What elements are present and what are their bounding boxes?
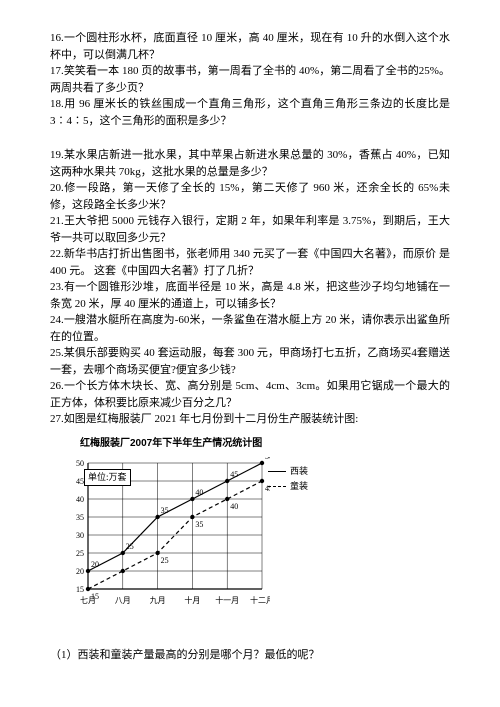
svg-text:20: 20	[76, 567, 84, 576]
svg-text:25: 25	[126, 542, 134, 551]
legend-row-series2: 童装	[268, 480, 308, 494]
sub-question-1: （1）西装和童装产量最高的分别是哪个月？最低的呢？	[50, 647, 450, 664]
svg-text:15: 15	[76, 585, 84, 594]
svg-text:35: 35	[161, 506, 169, 515]
svg-text:九月: 九月	[150, 596, 166, 605]
svg-text:40: 40	[195, 488, 203, 497]
question-16: 16.一个圆柱形水杯，底面直径 10 厘米，高 40 厘米，现在有 10 升的水…	[50, 30, 450, 63]
question-22: 22.新华书店打折出售图书，张老师用 340 元买了一套《中国四大名著》，而原价…	[50, 246, 450, 279]
question-21: 21.王大爷把 5000 元钱存入银行，定期 2 年，如果年利率是 3.75%，…	[50, 213, 450, 246]
svg-text:35: 35	[76, 513, 84, 522]
question-27: 27.如图是红梅服装厂 2021 年七月份到十二月份生产服装统计图:	[50, 411, 450, 428]
chart-area: 单位:万套 西装 童装 1520253035404550七月八月九月十月十一月十…	[60, 457, 290, 617]
svg-text:25: 25	[161, 556, 169, 565]
question-18: 18.用 96 厘米长的铁丝围成一个直角三角形，这个直角三角形三条边的长度比是 …	[50, 96, 450, 129]
chart-container: 红梅服装厂2007年下半年生产情况统计图 单位:万套 西装 童装 15 20 25 3…	[60, 436, 450, 617]
question-26: 26.一个长方体木块长、宽、高分别是 5cm、4cm、3cm。如果用它锯成一个最…	[50, 378, 450, 411]
question-17: 17.笑笑看一本 180 页的故事书，第一周看了全书的 40%，第二周看了全书的…	[50, 63, 450, 96]
svg-text:25: 25	[76, 549, 84, 558]
svg-text:45: 45	[230, 470, 238, 479]
chart-title: 红梅服装厂2007年下半年生产情况统计图	[80, 436, 450, 451]
svg-text:八月: 八月	[115, 596, 131, 605]
svg-text:十月: 十月	[184, 595, 200, 605]
question-23: 23.有一个圆锥形沙堆，底面半径是 10 米，高是 4.8 米，把这些沙子均匀地…	[50, 279, 450, 312]
svg-text:35: 35	[195, 520, 203, 529]
svg-text:40: 40	[230, 502, 238, 511]
svg-text:50: 50	[265, 457, 270, 461]
spacer	[50, 129, 450, 147]
legend-row-series1: 西装	[268, 465, 308, 479]
svg-text:20: 20	[91, 560, 99, 569]
legend-swatch-solid	[268, 471, 286, 472]
question-20: 20.修一段路，第一天修了全长的 15%，第二天修了 960 米，还余全长的 6…	[50, 180, 450, 213]
svg-text:30: 30	[76, 531, 84, 540]
svg-text:40: 40	[76, 495, 84, 504]
svg-text:十二月: 十二月	[250, 595, 270, 605]
svg-text:45: 45	[76, 477, 84, 486]
legend-label-2: 童装	[290, 480, 308, 494]
chart-legend: 西装 童装	[268, 465, 308, 496]
question-19: 19.某水果店新进一批水果，其中苹果占新进水果总量的 30%，香蕉占 40%，已…	[50, 147, 450, 180]
legend-swatch-dashed	[268, 486, 286, 487]
svg-text:50: 50	[76, 459, 84, 468]
svg-text:十一月: 十一月	[215, 595, 239, 605]
legend-label-1: 西装	[290, 465, 308, 479]
question-25: 25.某俱乐部要购买 40 套运动服，每套 300 元，甲商场打七五折，乙商场买…	[50, 345, 450, 378]
chart-unit-label: 单位:万套	[84, 469, 131, 487]
question-24: 24.一艘潜水艇所在高度为-60米，一条鲨鱼在潜水艇上方 20 米，请你表示出鲨…	[50, 312, 450, 345]
svg-text:15: 15	[91, 592, 99, 601]
